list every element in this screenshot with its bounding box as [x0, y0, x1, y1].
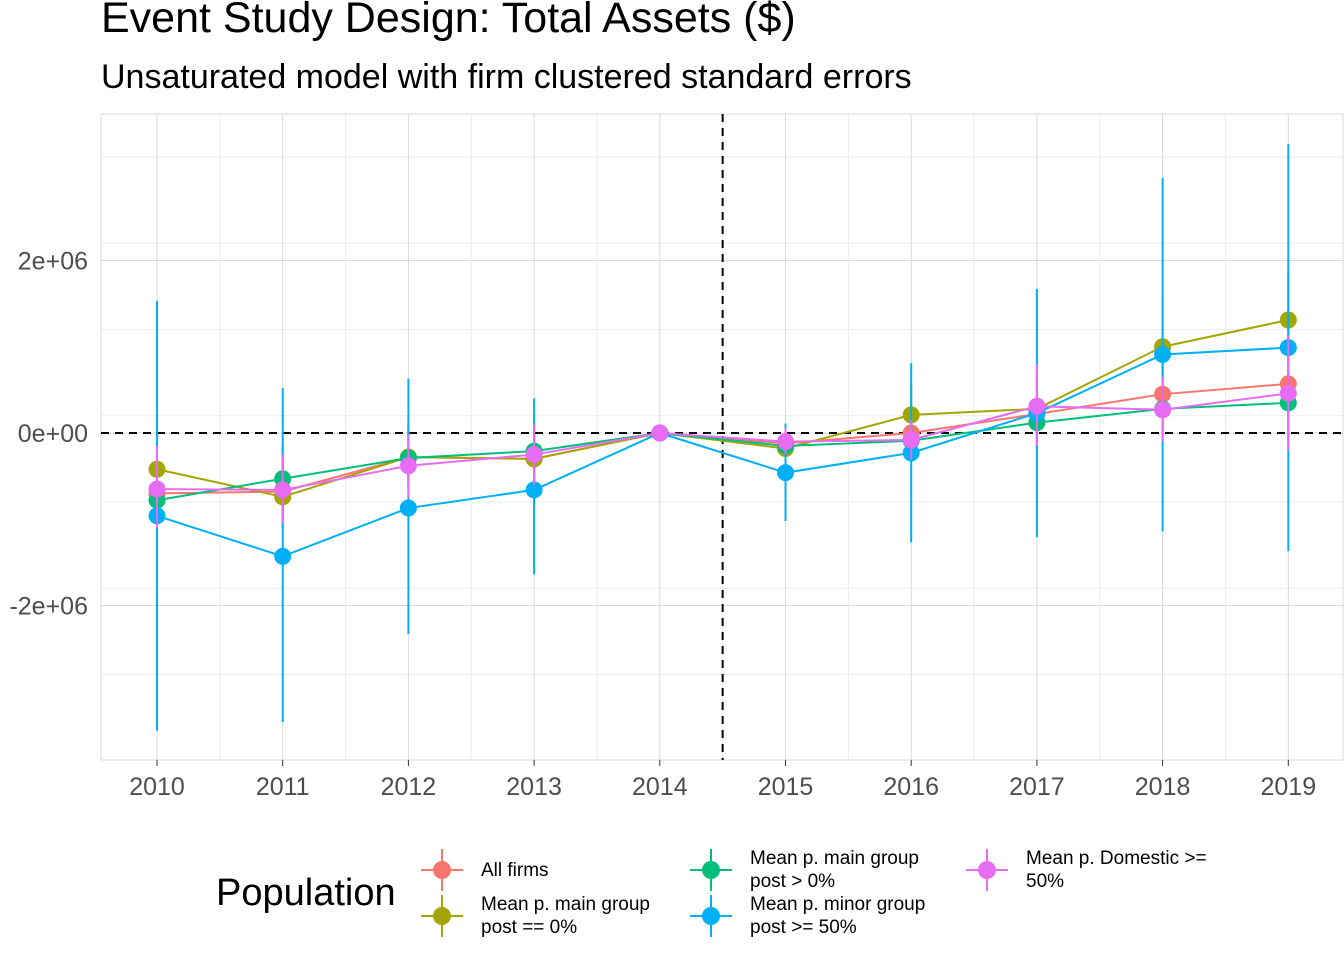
legend-point [433, 861, 451, 879]
legend-swatch [690, 895, 732, 937]
legend-key [417, 845, 467, 895]
legend-swatch [421, 895, 463, 937]
series-line [156, 346, 1289, 558]
axes: 2010 2011 2012 2013 2014 2015 2016 2017 2018 2019… [9, 248, 1316, 801]
x-tick-label: 2016 [883, 773, 939, 800]
chart-title: Event Study Design: Total Assets ($) [101, 0, 796, 42]
data-point [525, 446, 543, 464]
data-point [1279, 384, 1297, 402]
series-layer [148, 144, 1297, 731]
event-study-chart: 2010 2011 2012 2013 2014 2015 2016 2017 2018 2019… [9, 113, 1344, 801]
legend-label: Mean p. main group post == 0% [481, 894, 650, 938]
data-point [1154, 346, 1172, 364]
y-tick-label: 0e+00 [18, 420, 88, 448]
x-tick-label: 2018 [1135, 773, 1191, 800]
legend-point [702, 861, 720, 879]
data-point [1154, 401, 1172, 419]
legend-item-main-group-post-0: Mean p. main group post == 0% [417, 891, 650, 941]
legend-item-minor-group-post-50: Mean p. minor group post >= 50% [686, 891, 925, 941]
data-point [651, 424, 669, 442]
legend-key [686, 845, 736, 895]
legend-swatch [690, 849, 732, 891]
data-point [777, 433, 794, 451]
x-tick-label: 2011 [256, 773, 310, 800]
x-tick-label: 2017 [1009, 773, 1065, 800]
series-4 [148, 335, 1297, 528]
data-point [777, 464, 794, 482]
legend-point [978, 861, 996, 879]
y-tick-label: 2e+06 [18, 248, 88, 276]
legend-label: All firms [481, 859, 549, 881]
x-tick-label: 2012 [381, 773, 437, 800]
legend-label: Mean p. main group post > 0% [750, 848, 919, 892]
data-point [399, 457, 417, 475]
data-point [148, 480, 166, 498]
data-point [274, 547, 292, 565]
legend-item-domestic-50: Mean p. Domestic >= 50% [962, 845, 1207, 895]
legend-label: Mean p. Domestic >= 50% [1026, 848, 1207, 892]
legend-label: Mean p. minor group post >= 50% [750, 894, 926, 938]
legend-item-all-firms: All firms [417, 845, 549, 895]
data-point [274, 481, 292, 499]
x-tick-label: 2019 [1260, 773, 1316, 800]
x-tick-label: 2010 [129, 773, 185, 800]
series-line [156, 401, 1289, 502]
series-line [156, 392, 1289, 491]
x-tick-label: 2015 [758, 773, 814, 800]
legend-key [417, 891, 467, 941]
data-point [525, 481, 543, 499]
data-point [902, 431, 920, 449]
legend-key [686, 891, 736, 941]
legend-point [702, 907, 720, 925]
legend-title: Population [216, 872, 396, 914]
x-tick-label: 2014 [632, 773, 688, 800]
data-point [1028, 397, 1046, 415]
legend-swatch [421, 849, 463, 891]
y-tick-label: -2e+06 [9, 593, 88, 621]
legend-key [962, 845, 1012, 895]
data-point [399, 499, 417, 517]
legend-item-main-group-post-gt-0: Mean p. main group post > 0% [686, 845, 919, 895]
x-tick-label: 2013 [506, 773, 562, 800]
legend-point [433, 907, 451, 925]
legend-swatch [966, 849, 1008, 891]
chart-subtitle: Unsaturated model with firm clustered st… [101, 58, 912, 96]
